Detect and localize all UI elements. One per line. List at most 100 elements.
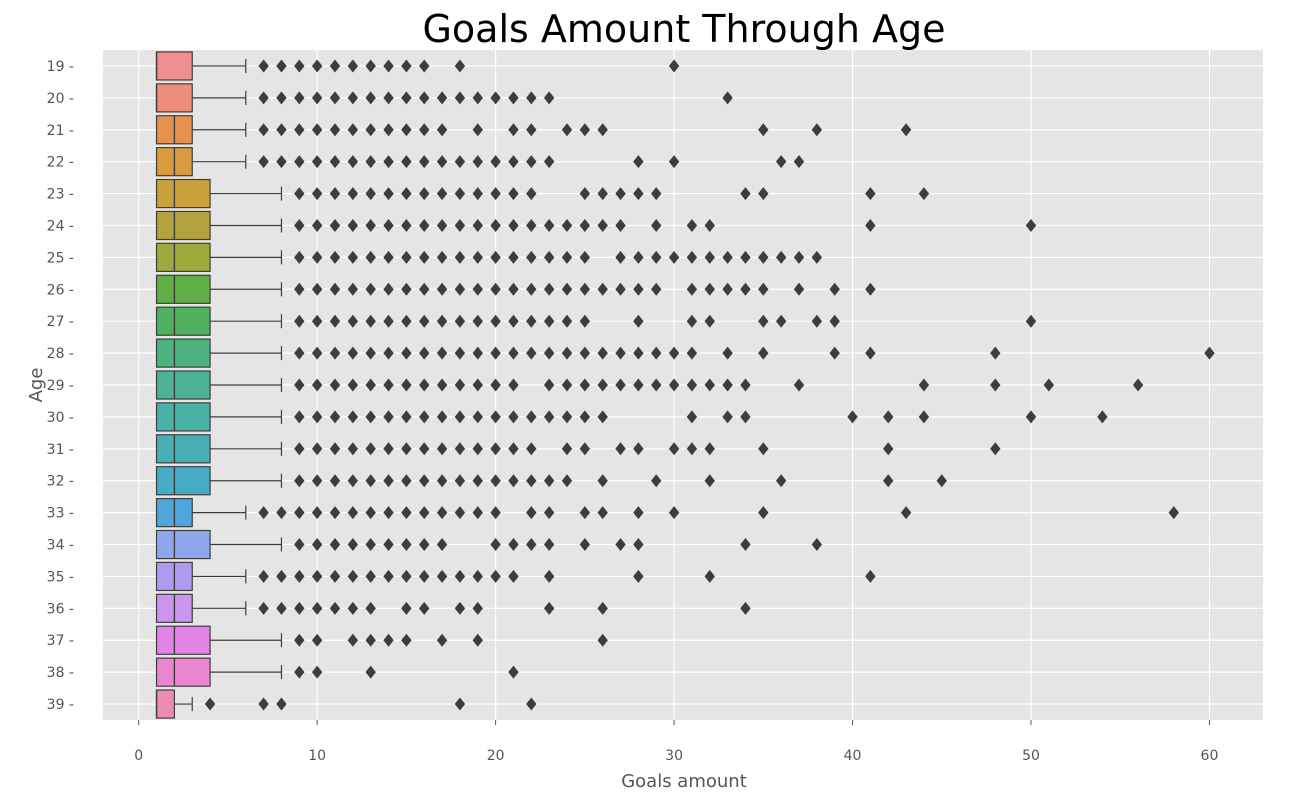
flier-age-34-14 bbox=[383, 538, 394, 552]
flier-age-21-7 bbox=[258, 123, 269, 137]
flier-age-21-19 bbox=[472, 123, 483, 137]
flier-age-30-16 bbox=[419, 410, 430, 424]
flier-age-28-15 bbox=[401, 346, 412, 360]
box-age-32 bbox=[155, 466, 211, 496]
flier-age-28-31 bbox=[686, 346, 698, 360]
flier-age-30-22 bbox=[526, 410, 537, 424]
flier-age-26-27 bbox=[615, 282, 626, 296]
flier-age-32-16 bbox=[419, 474, 430, 488]
flier-age-29-21 bbox=[508, 378, 519, 392]
flier-age-22-10 bbox=[311, 155, 323, 169]
flier-age-19-7 bbox=[258, 59, 269, 73]
flier-age-28-12 bbox=[347, 346, 359, 360]
flier-age-19-9 bbox=[294, 59, 305, 73]
flier-age-31-20 bbox=[490, 442, 501, 456]
flier-age-28-28 bbox=[633, 346, 644, 360]
flier-age-31-42 bbox=[883, 442, 894, 456]
flier-age-29-33 bbox=[722, 378, 733, 392]
flier-age-34-38 bbox=[811, 538, 823, 552]
flier-age-25-22 bbox=[526, 250, 537, 264]
box-group-age-26 bbox=[155, 274, 876, 304]
flier-age-34-11 bbox=[329, 538, 341, 552]
y-tick-label-22: 22 - bbox=[47, 155, 74, 171]
flier-age-30-42 bbox=[883, 410, 894, 424]
flier-age-29-20 bbox=[490, 378, 501, 392]
flier-age-20-8 bbox=[276, 91, 287, 105]
flier-age-35-7 bbox=[258, 569, 269, 583]
flier-age-35-13 bbox=[365, 569, 376, 583]
flier-age-29-56 bbox=[1132, 378, 1144, 392]
flier-age-26-26 bbox=[597, 282, 608, 296]
flier-age-28-10 bbox=[311, 346, 323, 360]
flier-age-36-12 bbox=[347, 601, 359, 615]
flier-age-29-18 bbox=[454, 378, 466, 392]
flier-age-26-11 bbox=[329, 282, 341, 296]
box-age-31 bbox=[155, 434, 211, 464]
flier-age-29-11 bbox=[329, 378, 341, 392]
flier-age-30-33 bbox=[722, 410, 733, 424]
flier-age-22-9 bbox=[294, 155, 305, 169]
flier-age-31-25 bbox=[579, 442, 591, 456]
flier-age-27-10 bbox=[311, 314, 323, 328]
flier-age-33-7 bbox=[258, 506, 269, 520]
flier-age-34-12 bbox=[347, 538, 359, 552]
flier-age-36-18 bbox=[454, 601, 466, 615]
box-group-age-25 bbox=[155, 242, 823, 273]
flier-age-32-12 bbox=[347, 474, 359, 488]
flier-age-25-21 bbox=[508, 250, 519, 264]
flier-age-26-20 bbox=[490, 282, 501, 296]
flier-age-27-21 bbox=[508, 314, 519, 328]
x-tick-label-0: 0 bbox=[134, 748, 143, 764]
flier-age-29-48 bbox=[990, 378, 1001, 392]
flier-age-24-31 bbox=[686, 218, 698, 232]
box-group-age-24 bbox=[155, 210, 1037, 241]
flier-age-31-30 bbox=[668, 442, 680, 456]
flier-age-29-31 bbox=[686, 378, 698, 392]
flier-age-20-18 bbox=[454, 91, 466, 105]
flier-age-38-21 bbox=[508, 665, 519, 679]
flier-age-34-34 bbox=[740, 538, 751, 552]
flier-age-21-8 bbox=[276, 123, 287, 137]
flier-age-21-13 bbox=[365, 123, 376, 137]
flier-age-39-22 bbox=[526, 697, 537, 711]
flier-age-34-16 bbox=[419, 538, 430, 552]
flier-age-27-36 bbox=[775, 314, 787, 328]
flier-age-26-18 bbox=[454, 282, 466, 296]
x-tick-label-10: 10 bbox=[308, 748, 326, 764]
flier-age-32-36 bbox=[775, 474, 787, 488]
flier-age-31-18 bbox=[454, 442, 466, 456]
flier-age-24-20 bbox=[490, 218, 501, 232]
y-axis-ticks: 19 - 20 - 21 - 22 - 23 - 24 - 25 - 26 - 27 - 28 -… bbox=[47, 59, 74, 713]
flier-age-29-24 bbox=[561, 378, 573, 392]
flier-age-25-33 bbox=[722, 250, 733, 264]
box-age-19 bbox=[155, 51, 193, 81]
flier-age-25-9 bbox=[294, 250, 305, 264]
flier-age-33-11 bbox=[329, 506, 341, 520]
flier-age-30-26 bbox=[597, 410, 608, 424]
flier-age-29-14 bbox=[383, 378, 394, 392]
flier-age-30-44 bbox=[918, 410, 930, 424]
flier-age-22-28 bbox=[633, 155, 644, 169]
flier-age-31-24 bbox=[561, 442, 573, 456]
flier-age-21-22 bbox=[526, 123, 537, 137]
flier-age-25-29 bbox=[651, 250, 662, 264]
flier-age-31-31 bbox=[686, 442, 698, 456]
flier-age-35-41 bbox=[865, 569, 876, 583]
flier-age-33-13 bbox=[365, 506, 376, 520]
flier-age-31-11 bbox=[329, 442, 341, 456]
flier-age-30-14 bbox=[383, 410, 394, 424]
flier-age-23-20 bbox=[490, 187, 501, 201]
box-age-30 bbox=[155, 402, 211, 432]
flier-age-26-21 bbox=[508, 282, 519, 296]
flier-age-25-20 bbox=[490, 250, 501, 264]
flier-age-27-16 bbox=[419, 314, 430, 328]
flier-age-34-20 bbox=[490, 538, 501, 552]
flier-age-30-20 bbox=[490, 410, 501, 424]
flier-age-19-18 bbox=[454, 59, 466, 73]
flier-age-22-18 bbox=[454, 155, 466, 169]
flier-age-36-10 bbox=[311, 601, 323, 615]
flier-age-27-32 bbox=[704, 314, 715, 328]
flier-age-27-28 bbox=[633, 314, 644, 328]
flier-age-27-13 bbox=[365, 314, 376, 328]
flier-age-33-30 bbox=[668, 506, 680, 520]
